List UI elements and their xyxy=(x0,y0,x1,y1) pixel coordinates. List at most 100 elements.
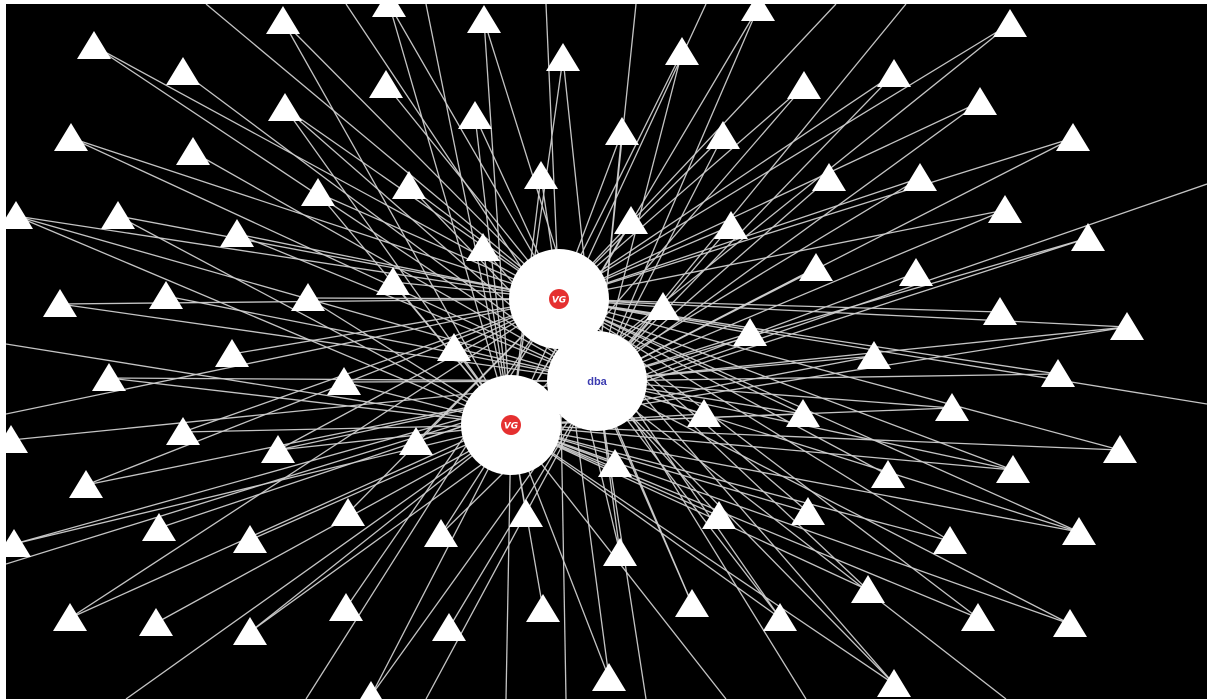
leaf-node-triangle[interactable] xyxy=(354,681,388,699)
leaf-node-triangle[interactable] xyxy=(933,526,967,554)
leaf-node-triangle[interactable] xyxy=(149,281,183,309)
leaf-node-triangle[interactable] xyxy=(458,101,492,129)
leaf-node-triangle[interactable] xyxy=(614,206,648,234)
edge-line xyxy=(558,298,1001,313)
leaf-node-triangle[interactable] xyxy=(43,289,77,317)
leaf-node-triangle[interactable] xyxy=(233,525,267,553)
leaf-node-triangle[interactable] xyxy=(467,5,501,33)
leaf-node-triangle[interactable] xyxy=(812,163,846,191)
leaf-node-triangle[interactable] xyxy=(983,297,1017,325)
leaf-node-triangle[interactable] xyxy=(6,201,33,229)
leaf-node-triangle[interactable] xyxy=(988,195,1022,223)
edge-line xyxy=(596,380,1080,533)
leaf-node-triangle[interactable] xyxy=(763,603,797,631)
edge-line xyxy=(93,45,560,300)
leaf-node-triangle[interactable] xyxy=(424,519,458,547)
edge-line xyxy=(205,4,560,300)
leaf-node-triangle[interactable] xyxy=(851,575,885,603)
leaf-node-triangle[interactable] xyxy=(857,341,891,369)
leaf-node-triangle[interactable] xyxy=(899,258,933,286)
leaf-node-triangle[interactable] xyxy=(432,613,466,641)
leaf-node-triangle[interactable] xyxy=(961,603,995,631)
leaf-node-triangle[interactable] xyxy=(268,93,302,121)
leaf-node-triangle[interactable] xyxy=(77,31,111,59)
leaf-node-triangle[interactable] xyxy=(261,435,295,463)
leaf-node-triangle[interactable] xyxy=(963,87,997,115)
leaf-node-triangle[interactable] xyxy=(399,427,433,455)
leaf-node-triangle[interactable] xyxy=(6,425,28,453)
hub-node-vg-bottom[interactable]: VG xyxy=(461,375,561,475)
leaf-node-triangle[interactable] xyxy=(301,178,335,206)
network-graph-canvas[interactable]: VG dba VG xyxy=(6,4,1207,699)
leaf-node-triangle[interactable] xyxy=(687,399,721,427)
hub-node-dba[interactable]: dba xyxy=(547,331,647,431)
edge-line xyxy=(108,377,512,426)
leaf-node-triangle[interactable] xyxy=(706,121,740,149)
leaf-node-triangle[interactable] xyxy=(546,43,580,71)
leaf-node-triangle[interactable] xyxy=(509,499,543,527)
leaf-node-triangle[interactable] xyxy=(733,318,767,346)
edge-line xyxy=(558,298,1014,471)
leaf-node-triangle[interactable] xyxy=(215,339,249,367)
edge-line xyxy=(558,137,1074,300)
leaf-node-triangle[interactable] xyxy=(877,59,911,87)
leaf-node-triangle[interactable] xyxy=(372,4,406,17)
leaf-node-triangle[interactable] xyxy=(139,608,173,636)
leaf-node-triangle[interactable] xyxy=(526,594,560,622)
leaf-node-triangle[interactable] xyxy=(1110,312,1144,340)
leaf-node-triangle[interactable] xyxy=(233,617,267,645)
leaf-node-triangle[interactable] xyxy=(935,393,969,421)
hub-node-vg-top[interactable]: VG xyxy=(509,249,609,349)
leaf-node-triangle[interactable] xyxy=(376,267,410,295)
leaf-node-triangle[interactable] xyxy=(291,283,325,311)
leaf-node-triangle[interactable] xyxy=(996,455,1030,483)
leaf-node-triangle[interactable] xyxy=(176,137,210,165)
leaf-node-triangle[interactable] xyxy=(220,219,254,247)
leaf-node-triangle[interactable] xyxy=(646,292,680,320)
leaf-node-triangle[interactable] xyxy=(166,57,200,85)
leaf-node-triangle[interactable] xyxy=(786,399,820,427)
leaf-node-triangle[interactable] xyxy=(369,70,403,98)
edge-line xyxy=(93,45,598,382)
leaf-node-triangle[interactable] xyxy=(702,501,736,529)
leaf-node-triangle[interactable] xyxy=(329,593,363,621)
leaf-node-triangle[interactable] xyxy=(166,417,200,445)
leaf-node-triangle[interactable] xyxy=(331,498,365,526)
edge-line xyxy=(125,424,512,699)
leaf-node-triangle[interactable] xyxy=(787,71,821,99)
leaf-node-triangle[interactable] xyxy=(92,363,126,391)
leaf-node-triangle[interactable] xyxy=(266,6,300,34)
leaf-node-triangle[interactable] xyxy=(592,663,626,691)
leaf-node-triangle[interactable] xyxy=(1071,223,1105,251)
leaf-node-triangle[interactable] xyxy=(524,161,558,189)
leaf-node-triangle[interactable] xyxy=(799,253,833,281)
leaf-node-triangle[interactable] xyxy=(1103,435,1137,463)
leaf-node-triangle[interactable] xyxy=(603,538,637,566)
leaf-node-triangle[interactable] xyxy=(791,497,825,525)
leaf-node-triangle[interactable] xyxy=(1056,123,1090,151)
leaf-node-triangle[interactable] xyxy=(877,669,911,697)
leaf-node-triangle[interactable] xyxy=(903,163,937,191)
leaf-node-triangle[interactable] xyxy=(871,460,905,488)
leaf-node-triangle[interactable] xyxy=(714,211,748,239)
leaf-node-triangle[interactable] xyxy=(466,233,500,261)
leaf-node-triangle[interactable] xyxy=(605,117,639,145)
leaf-node-triangle[interactable] xyxy=(327,367,361,395)
leaf-node-triangle[interactable] xyxy=(437,333,471,361)
leaf-node-triangle[interactable] xyxy=(598,449,632,477)
leaf-node-triangle[interactable] xyxy=(675,589,709,617)
leaf-node-triangle[interactable] xyxy=(665,37,699,65)
leaf-node-triangle[interactable] xyxy=(1053,609,1087,637)
leaf-node-triangle[interactable] xyxy=(53,603,87,631)
leaf-node-triangle[interactable] xyxy=(741,4,775,21)
leaf-node-triangle[interactable] xyxy=(101,201,135,229)
leaf-node-triangle[interactable] xyxy=(69,470,103,498)
leaf-node-triangle[interactable] xyxy=(6,529,31,557)
leaf-node-triangle[interactable] xyxy=(392,171,426,199)
leaf-node-triangle[interactable] xyxy=(1041,359,1075,387)
edge-line xyxy=(70,137,560,300)
leaf-node-triangle[interactable] xyxy=(54,123,88,151)
leaf-node-triangle[interactable] xyxy=(993,9,1027,37)
leaf-node-triangle[interactable] xyxy=(142,513,176,541)
leaf-node-triangle[interactable] xyxy=(1062,517,1096,545)
